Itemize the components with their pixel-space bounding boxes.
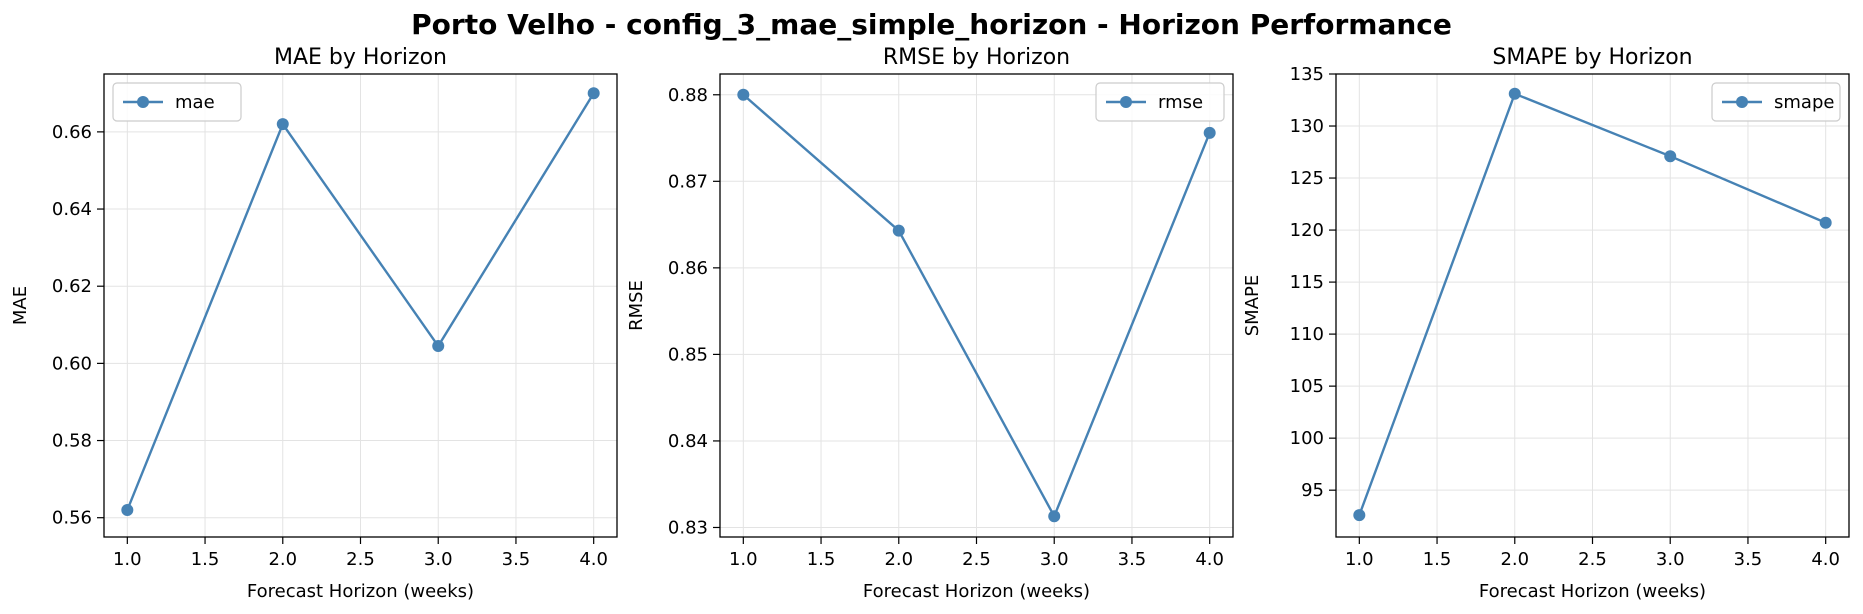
mae-subplot-title: MAE by Horizon [274,45,447,70]
rmse-ytick-label: 0.88 [668,85,708,106]
smape-ytick-label: 135 [1290,64,1324,85]
smape-xtick-label: 2.5 [1578,549,1607,570]
smape-xtick-label: 3.0 [1656,549,1685,570]
mae-xaxis-label: Forecast Horizon (weeks) [247,581,474,602]
mae-legend-label: mae [175,92,215,113]
mae-data-point [276,118,289,131]
mae-legend-marker-swatch [137,96,149,108]
smape-ytick-label: 95 [1301,480,1324,501]
smape-ytick-label: 130 [1290,116,1324,137]
mae-xtick-label: 4.0 [579,549,608,570]
smape-data-point [1353,509,1366,522]
smape-legend-label: smape [1774,92,1834,113]
rmse-xtick-label: 4.0 [1195,549,1224,570]
rmse-ytick-label: 0.86 [668,258,708,279]
subplot-mae: 1.0 1.5 2.0 2.5 3.0 3.5 4.0 0.56 0.58 0.60 0.62 0.6… [10,45,618,602]
rmse-data-point [1048,510,1061,523]
smape-xtick-label: 1.5 [1423,549,1452,570]
mae-xtick-label: 3.0 [424,549,453,570]
smape-xtick-label: 1.0 [1345,549,1374,570]
mae-legend-box [112,82,242,122]
smape-ytick-label: 115 [1290,272,1324,293]
smape-data-point [1664,150,1677,163]
rmse-legend-box [1095,82,1225,122]
rmse-ytick-label: 0.87 [668,171,708,192]
rmse-ytick-label: 0.85 [668,344,708,365]
rmse-xtick-label: 3.5 [1118,549,1147,570]
rmse-data-point [1203,126,1216,139]
rmse-data-point [737,88,750,101]
rmse-ytick-label: 0.83 [668,517,708,538]
smape-ytick-label: 125 [1290,168,1324,189]
mae-ytick-label: 0.58 [52,431,92,452]
smape-series-line [1358,92,1827,516]
mae-xtick-label: 3.5 [502,549,531,570]
rmse-xtick-label: 2.0 [884,549,913,570]
mae-data-point [121,503,134,516]
subplot-rmse: 1.0 1.5 2.0 2.5 3.0 3.5 4.0 0.83 0.84 0.85 0.86 0.8… [626,45,1234,602]
rmse-legend-label: rmse [1158,92,1203,113]
smape-subplot-title: SMAPE by Horizon [1492,45,1692,70]
rmse-subplot-title: RMSE by Horizon [883,45,1070,70]
rmse-xtick-label: 2.5 [962,549,991,570]
rmse-xtick-label: 1.0 [729,549,758,570]
mae-xtick-label: 2.0 [268,549,297,570]
smape-ytick-label: 100 [1290,428,1324,449]
smape-legend-marker-swatch [1736,96,1748,108]
smape-ytick-label: 120 [1290,220,1324,241]
mae-yaxis-label: MAE [10,286,31,325]
rmse-legend-marker-swatch [1120,96,1132,108]
mae-xtick-label: 2.5 [346,549,375,570]
smape-ytick-label: 110 [1290,324,1324,345]
mae-data-point [587,87,600,100]
smape-xtick-label: 3.5 [1734,549,1763,570]
mae-ytick-label: 0.60 [52,353,92,374]
smape-xtick-label: 4.0 [1811,549,1840,570]
smape-yaxis-label: SMAPE [1242,275,1263,337]
smape-ytick-label: 105 [1290,376,1324,397]
rmse-data-point [892,224,905,237]
mae-ytick-label: 0.66 [52,122,92,143]
rmse-series-line [742,93,1211,520]
smape-data-point [1819,216,1832,229]
figure-title: Porto Velho - config_3_mae_simple_horizo… [411,8,1452,41]
mae-ytick-label: 0.64 [52,199,92,220]
rmse-xtick-label: 1.5 [807,549,836,570]
mae-series-line [126,92,595,511]
mae-ytick-label: 0.56 [52,508,92,529]
subplot-smape: 1.0 1.5 2.0 2.5 3.0 3.5 4.0 95 100 105 110 115 120 12… [1242,45,1850,602]
mae-ytick-label: 0.62 [52,276,92,297]
rmse-xaxis-label: Forecast Horizon (weeks) [863,581,1090,602]
smape-data-point [1508,87,1521,100]
mae-data-point [432,340,445,353]
rmse-yaxis-label: RMSE [626,280,647,331]
smape-xaxis-label: Forecast Horizon (weeks) [1479,581,1706,602]
smape-xtick-label: 2.0 [1500,549,1529,570]
smape-legend-box [1711,82,1841,122]
mae-xtick-label: 1.5 [191,549,220,570]
mae-xtick-label: 1.0 [113,549,142,570]
rmse-ytick-label: 0.84 [668,431,708,452]
rmse-xtick-label: 3.0 [1040,549,1069,570]
